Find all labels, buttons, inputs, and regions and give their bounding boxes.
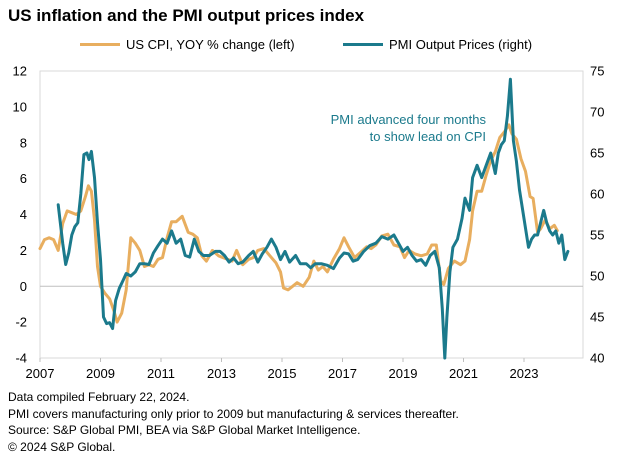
legend-item-cpi: US CPI, YOY % change (left)	[80, 37, 295, 52]
y-left-tick-label: 10	[13, 99, 27, 114]
plot-border	[39, 70, 584, 359]
x-tick-label: 2009	[86, 366, 115, 381]
chart-title: US inflation and the PMI output prices i…	[8, 6, 365, 25]
y-right-tick-label: 70	[590, 105, 604, 120]
x-tick-label: 2023	[510, 366, 539, 381]
footnotes: Data compiled February 22, 2024. PMI cov…	[8, 389, 459, 455]
y-right-tick-label: 55	[590, 228, 604, 243]
annotation-line-2: to show lead on CPI	[370, 129, 486, 144]
footnote-source: Source: S&P Global PMI, BEA via S&P Glob…	[8, 423, 361, 437]
plot-area	[39, 70, 584, 359]
y-right-tick-label: 50	[590, 269, 604, 284]
y-right-tick-label: 75	[590, 64, 604, 79]
y-axis-left: -4 -2 0 2 4 6 8 10 12	[13, 64, 27, 366]
y-right-tick-label: 45	[590, 310, 604, 325]
x-tick-label: 2015	[268, 366, 297, 381]
legend-label-cpi: US CPI, YOY % change (left)	[126, 37, 295, 52]
footnote-copyright: © 2024 S&P Global.	[8, 439, 116, 454]
legend-label-pmi: PMI Output Prices (right)	[389, 37, 533, 52]
footnote-date: Data compiled February 22, 2024.	[8, 390, 190, 404]
legend-item-pmi: PMI Output Prices (right)	[343, 37, 532, 52]
y-right-tick-label: 60	[590, 187, 604, 202]
x-tick-label: 2017	[328, 366, 357, 381]
legend-swatch-pmi	[343, 43, 383, 46]
x-tick-label: 2013	[207, 366, 236, 381]
x-tick-label: 2019	[389, 366, 418, 381]
y-left-tick-label: 0	[20, 279, 27, 294]
y-axis-right: 40 45 50 55 60 65 70 75	[590, 64, 604, 366]
x-tick-label: 2007	[26, 366, 55, 381]
y-right-tick-label: 40	[590, 351, 604, 366]
footnote-coverage: PMI covers manufacturing only prior to 2…	[8, 406, 459, 421]
y-left-tick-label: 2	[20, 243, 27, 258]
legend-swatch-cpi	[80, 43, 120, 46]
y-left-tick-label: -2	[15, 315, 27, 330]
x-axis: 2007 2009 2011 2013 2015 2017 2019 2021 2023	[26, 358, 539, 381]
series-group	[38, 77, 570, 360]
annotation-line-1: PMI advanced four months	[331, 112, 487, 127]
y-left-tick-label: -4	[15, 351, 27, 366]
x-tick-label: 2021	[449, 366, 478, 381]
y-left-tick-label: 4	[20, 207, 27, 222]
x-tick-label: 2011	[147, 366, 175, 381]
chart-legend: US CPI, YOY % change (left) PMI Output P…	[0, 37, 617, 57]
annotation: PMI advanced four months to show lead on…	[331, 112, 487, 144]
y-right-tick-label: 65	[590, 146, 604, 161]
y-left-tick-label: 6	[20, 171, 27, 186]
y-left-tick-label: 8	[20, 135, 27, 150]
series-line-pmi	[56, 77, 570, 360]
y-left-tick-label: 12	[13, 64, 27, 79]
